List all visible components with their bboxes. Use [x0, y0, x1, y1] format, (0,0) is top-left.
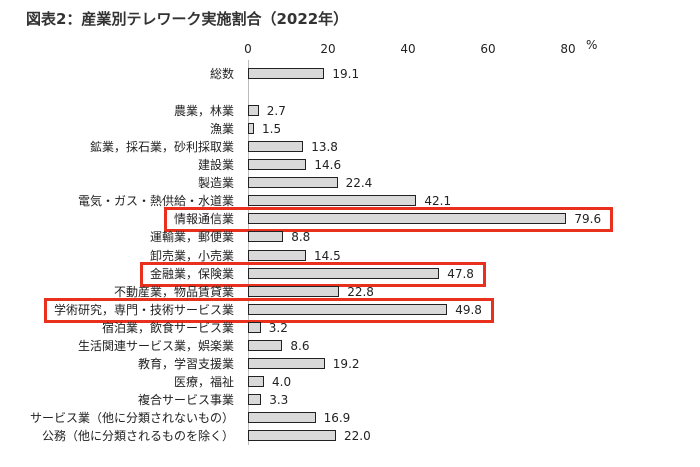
- x-tick-label: 20: [320, 42, 336, 56]
- category-label: 漁業: [209, 122, 234, 137]
- x-tick-label: 0: [244, 42, 252, 56]
- category-label: 学術研究，専門・技術サービス業: [53, 302, 234, 317]
- x-tick-label: 60: [480, 42, 496, 56]
- bar: [248, 68, 325, 79]
- data-label: 3.3: [269, 393, 289, 408]
- data-label: 14.6: [314, 158, 342, 173]
- category-label: 教育，学習支援業: [137, 356, 234, 371]
- data-label: 49.8: [455, 302, 482, 317]
- bar: [248, 141, 304, 153]
- data-label: 47.8: [447, 266, 474, 281]
- data-label: 16.9: [323, 411, 351, 426]
- data-label: 14.5: [314, 248, 341, 263]
- bar: [248, 105, 259, 117]
- bar: [248, 213, 567, 225]
- category-label: 運輸業，郵便業: [149, 230, 234, 245]
- category-label: 卸売業，小売業: [149, 248, 234, 263]
- category-label: 農業，林業: [173, 104, 234, 119]
- data-label: 22.0: [344, 429, 371, 444]
- data-label: 13.8: [311, 140, 338, 155]
- category-label: 電気・ガス・熱供給・水道業: [77, 194, 234, 209]
- category-label: 公務（他に分類されるものを除く）: [41, 429, 234, 444]
- category-label: 生活関連サービス業，娯楽業: [77, 338, 234, 353]
- bar: [248, 177, 338, 189]
- data-label: 8.8: [291, 230, 311, 245]
- highlight-box: [139, 261, 486, 287]
- data-label: 79.6: [574, 212, 602, 227]
- bar: [248, 357, 325, 369]
- bar: [248, 321, 261, 333]
- highlight-box: [163, 207, 614, 233]
- category-label: 情報通信業: [173, 212, 234, 227]
- data-label: 19.2: [332, 356, 360, 371]
- category-label: 宿泊業，飲食サービス業: [101, 320, 234, 335]
- data-label: 8.6: [290, 338, 310, 353]
- bar: [248, 412, 316, 424]
- category-label: 不動産業，物品賃貸業: [113, 284, 234, 299]
- bar: [248, 231, 284, 243]
- data-label: 1.5: [262, 122, 282, 137]
- category-label: 金融業，保険業: [149, 266, 234, 281]
- x-tick-label: 40: [400, 42, 416, 56]
- category-label: 鉱業，採石業，砂利採取業: [89, 140, 234, 155]
- x-axis-unit: %: [586, 38, 598, 52]
- bar: [248, 339, 283, 351]
- bar: [248, 285, 340, 297]
- bar: [248, 123, 254, 135]
- category-label: 建設業: [197, 158, 234, 173]
- highlight-box: [43, 297, 494, 323]
- data-label: 2.7: [266, 104, 286, 119]
- data-label: 3.2: [268, 320, 288, 335]
- category-label: 製造業: [197, 176, 234, 191]
- data-label: 19.1: [332, 67, 360, 81]
- category-label: サービス業（他に分類されないもの）: [29, 411, 234, 426]
- category-label: 総数: [209, 67, 234, 81]
- data-label: 42.1: [424, 194, 452, 209]
- bar: [248, 375, 264, 387]
- bar: [248, 303, 448, 315]
- bar: [248, 195, 417, 207]
- bar: [248, 267, 440, 279]
- bar: [248, 159, 307, 171]
- chart-title: 図表2：産業別テレワーク実施割合（2022年）: [26, 10, 349, 28]
- data-label: 22.4: [345, 176, 373, 191]
- bar: [248, 249, 306, 261]
- category-label: 医療，福祉: [173, 374, 234, 389]
- category-label: 複合サービス事業: [137, 393, 234, 408]
- data-label: 22.8: [347, 284, 374, 299]
- x-tick-label: 80: [560, 42, 576, 56]
- data-label: 4.0: [272, 374, 292, 389]
- bar: [248, 430, 336, 442]
- bar: [248, 394, 262, 406]
